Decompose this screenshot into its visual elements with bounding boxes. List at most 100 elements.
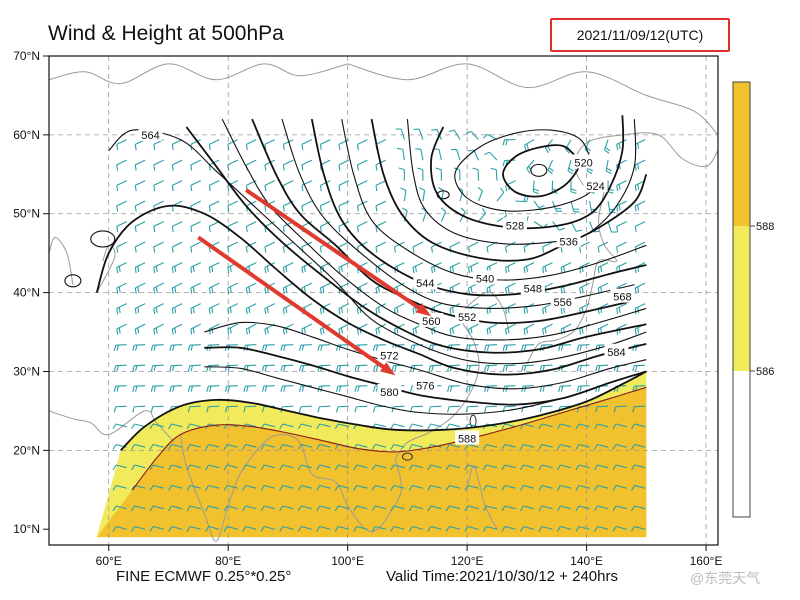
colorbar-tick-label: 588 (756, 221, 774, 233)
wind-barb (521, 364, 535, 372)
wind-barb (134, 180, 146, 192)
trend-arrow (244, 188, 432, 317)
wind-barb (153, 241, 164, 253)
wind-barb (396, 147, 405, 161)
wind-barb (579, 282, 590, 294)
wind-barb (282, 282, 294, 294)
wind-barb (519, 464, 535, 471)
contour-label-bg (455, 430, 480, 445)
wind-barb (264, 241, 276, 253)
wind-barb (190, 323, 201, 335)
wind-barb (150, 405, 164, 413)
wind-barb (427, 484, 442, 491)
wind-barb (150, 344, 164, 351)
wind-barb (153, 262, 164, 274)
wind-barb (579, 241, 590, 253)
model-label: FINE ECMWF 0.25°*0.25° (116, 568, 292, 585)
wind-barb (445, 484, 461, 491)
wind-barb (539, 405, 553, 413)
wind-barb (187, 344, 201, 351)
wind-barb (519, 525, 535, 532)
wind-barb (134, 159, 146, 171)
wind-barb (169, 385, 183, 392)
wind-barb (556, 525, 572, 532)
wind-barb (153, 159, 164, 171)
wind-barb (605, 160, 613, 175)
wind-barb (227, 139, 238, 151)
x-tick-label: 100°E (331, 554, 364, 568)
valid-time-label: Valid Time:2021/10/30/12 + 240hrs (386, 568, 618, 585)
wind-barb (338, 139, 350, 151)
wind-barb (224, 385, 238, 392)
wind-barb (371, 484, 387, 491)
contour-label: 548 (524, 284, 542, 296)
wind-barb (390, 464, 405, 471)
wind-barb (427, 505, 442, 512)
wind-barb (415, 148, 424, 161)
contour-label-bg (377, 347, 402, 362)
wind-barb (171, 323, 183, 335)
wind-barb (208, 262, 220, 274)
wind-barb (634, 200, 646, 212)
wind-barb (132, 385, 146, 392)
wind-barb (371, 443, 387, 450)
wind-barb (187, 364, 201, 372)
wind-barb (279, 484, 294, 491)
wind-barb (412, 262, 424, 274)
wind-barb (575, 484, 590, 491)
wind-barb (612, 505, 627, 512)
wind-barb (113, 405, 127, 413)
map-frame (48, 55, 719, 546)
wind-barb (245, 241, 257, 253)
wind-barb (375, 180, 387, 192)
wind-barb (245, 303, 257, 315)
wind-barb (279, 423, 294, 430)
wind-barb (558, 344, 572, 351)
wind-barb (112, 484, 127, 491)
wind-barb (408, 443, 424, 450)
wind-barb (171, 282, 183, 294)
wind-barb (153, 282, 164, 294)
wind-barb (319, 303, 331, 315)
wind-barb (242, 423, 257, 430)
wind-barb (131, 525, 146, 532)
wind-barb (208, 180, 220, 192)
wind-barb (538, 443, 553, 450)
wind-barb (482, 505, 498, 512)
contour-label: 584 (607, 347, 625, 359)
wind-barb (190, 262, 201, 274)
wind-barb (594, 525, 609, 532)
wind-barb (595, 405, 609, 413)
contour-label: 560 (422, 316, 440, 328)
wind-barb (134, 241, 146, 253)
wind-barb (260, 525, 275, 532)
y-tick-label: 30°N (13, 364, 40, 378)
contour-label: 576 (416, 381, 434, 393)
wind-barb (190, 159, 201, 171)
wind-barb (354, 385, 368, 392)
contour-label-bg (419, 313, 444, 328)
wind-barb (408, 484, 424, 491)
wind-barb (594, 423, 609, 430)
wind-barb (448, 129, 461, 140)
wind-barb (484, 151, 498, 161)
wind-barb (632, 364, 646, 372)
wind-barb (245, 221, 257, 233)
wind-barb (445, 525, 461, 532)
contour-label: 556 (554, 297, 572, 309)
wind-barb (356, 282, 368, 294)
wind-barb (502, 139, 516, 146)
wind-barb (519, 443, 535, 450)
axes: 60°E 80°E 100°E 120°E 140°E 160°E 10°N 20°N 30°N… (13, 49, 722, 568)
wind-barb (597, 262, 609, 274)
y-tick-label: 40°N (13, 286, 40, 300)
wind-barb (465, 130, 479, 140)
wind-barb (242, 443, 257, 450)
contour-label: 540 (476, 273, 494, 285)
wind-barb (242, 525, 257, 532)
wind-barb (523, 262, 535, 274)
x-tick-label: 60°E (96, 554, 122, 568)
wind-barb (501, 484, 516, 491)
wind-barb (482, 464, 498, 471)
wind-barb (261, 344, 275, 351)
